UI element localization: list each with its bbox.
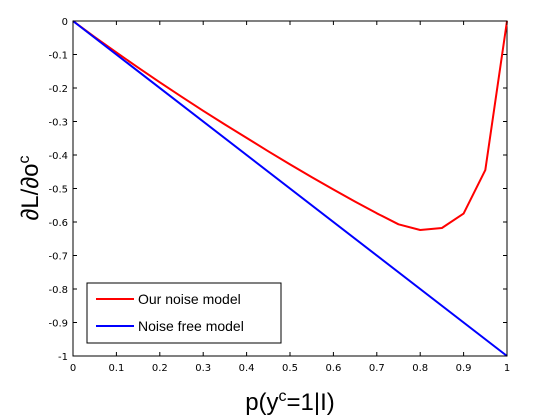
y-tick-label: -0.5	[48, 185, 68, 196]
axis-ticks: 0 0.1 0.2 0.3 0.4 0.5 0.6 0.7 0.8 0.9 1 0 -0.1 -0.2 -0…	[48, 17, 510, 374]
y-tick-label: -0.1	[48, 51, 68, 62]
y-tick-label: -0.4	[48, 151, 68, 162]
y-tick-label: -0.9	[48, 319, 68, 330]
y-tick-label: 0	[62, 17, 68, 28]
x-tick-label: 0.3	[195, 363, 211, 374]
legend: Our noise model Noise free model	[86, 282, 282, 344]
series-line-noise-free-model	[72, 20, 508, 357]
x-tick-label: 0.6	[325, 363, 341, 374]
x-tick-label: 1	[504, 363, 510, 374]
x-tick-label: 0.1	[108, 363, 124, 374]
legend-box	[86, 282, 282, 344]
series-layer	[72, 20, 508, 357]
x-tick-label: 0.4	[239, 363, 255, 374]
x-axis-title: p(yc=1|I)	[245, 388, 335, 416]
series-line-our-noise-model	[72, 20, 508, 231]
y-tick-label: -0.6	[48, 218, 68, 229]
y-tick-label: -0.8	[48, 285, 68, 296]
y-tick-label: -0.2	[48, 84, 68, 95]
x-tick-label: 0.5	[282, 363, 298, 374]
legend-label-noise-free-model: Noise free model	[138, 318, 244, 334]
y-tick-label: -0.3	[48, 118, 68, 129]
x-tick-label: 0.9	[456, 363, 472, 374]
x-tick-label: 0.2	[152, 363, 168, 374]
x-tick-label: 0.7	[369, 363, 385, 374]
y-tick-label: -1	[58, 352, 68, 363]
x-tick-label: 0	[70, 363, 76, 374]
x-tick-label: 0.8	[412, 363, 428, 374]
y-axis-title: ∂L/∂oc	[16, 155, 44, 220]
legend-label-our-noise-model: Our noise model	[138, 291, 241, 307]
y-tick-label: -0.7	[48, 252, 68, 263]
